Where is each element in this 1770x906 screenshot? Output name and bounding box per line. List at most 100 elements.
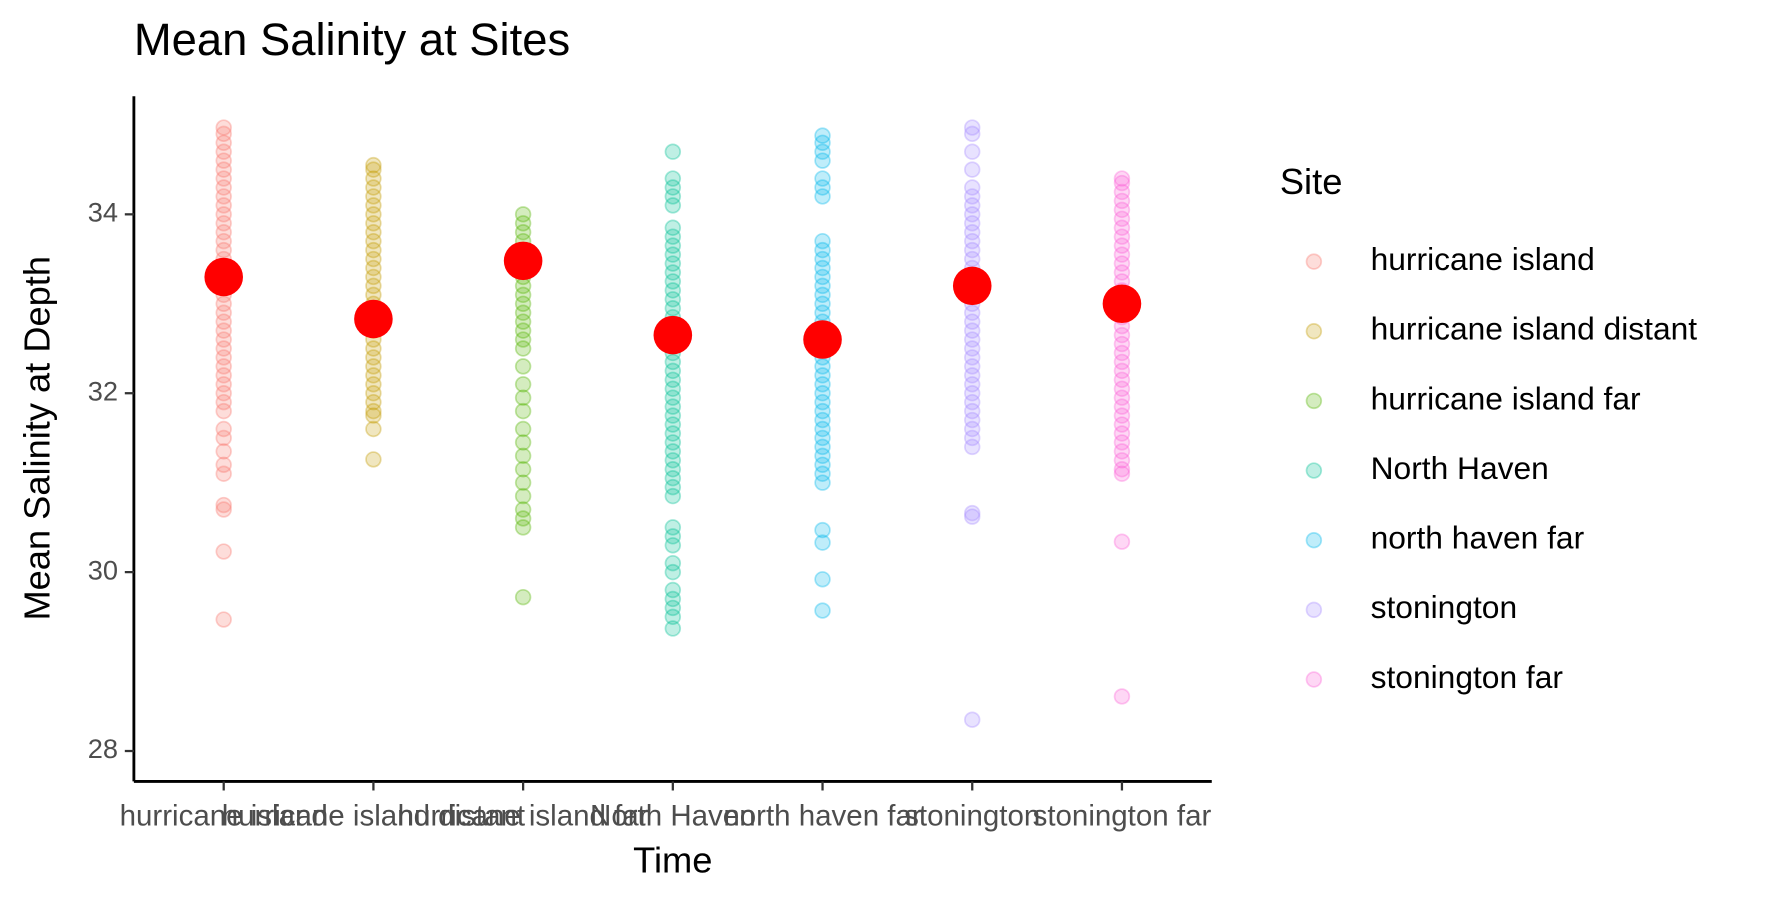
data-point: [365, 161, 382, 178]
data-point: [964, 206, 981, 223]
mean-point: [653, 315, 693, 355]
data-point: [514, 331, 532, 348]
data-point: [1113, 425, 1131, 442]
data-point: [664, 237, 682, 254]
data-point: [215, 501, 232, 518]
data-point: [664, 620, 682, 637]
data-point: [365, 277, 382, 295]
data-point: [814, 420, 831, 438]
data-point: [814, 286, 831, 304]
data-point: [964, 411, 981, 429]
data-point: [664, 478, 682, 496]
data-point: [964, 179, 981, 196]
x-axis-title: Time: [633, 840, 712, 881]
data-point: [514, 588, 532, 606]
data-point: [1113, 201, 1131, 219]
mean-point: [803, 320, 842, 359]
data-point: [664, 188, 682, 205]
data-point: [964, 508, 981, 525]
data-point: [664, 528, 682, 545]
data-point: [814, 447, 831, 465]
data-point: [664, 389, 682, 406]
x-tick-label: hurricane island far: [398, 799, 649, 832]
data-point: [514, 402, 532, 420]
data-point: [215, 358, 232, 375]
data-point: [514, 215, 532, 232]
data-point: [664, 380, 682, 397]
data-point: [514, 206, 532, 223]
x-tick-label: North Haven: [590, 799, 756, 832]
legend-label: stonington: [1371, 589, 1518, 625]
data-point: [664, 425, 682, 442]
data-point: [215, 496, 232, 514]
data-point: [365, 206, 382, 223]
data-point: [1113, 416, 1131, 433]
data-point: [664, 469, 682, 487]
data-point: [1113, 335, 1131, 353]
data-point: [215, 197, 232, 214]
data-point: [215, 367, 232, 384]
data-point: [514, 389, 532, 406]
data-point: [814, 411, 831, 429]
data-point: [365, 349, 382, 366]
data-point: [814, 127, 831, 144]
data-point: [964, 215, 981, 232]
data-point: [514, 447, 532, 465]
legend-swatch: [1305, 671, 1323, 688]
data-point: [1113, 533, 1131, 550]
legend-swatch: [1305, 462, 1323, 479]
data-point: [365, 385, 382, 402]
data-point: [964, 420, 981, 438]
data-point: [964, 197, 981, 214]
data-point: [964, 438, 981, 456]
x-tick-label: north haven far: [723, 799, 922, 832]
data-point: [215, 304, 232, 321]
data-point: [964, 304, 981, 321]
data-point: [365, 420, 382, 438]
data-point: [964, 402, 981, 420]
data-point: [814, 376, 831, 393]
data-point: [215, 295, 232, 312]
data-point: [1113, 452, 1131, 469]
data-point: [964, 322, 981, 339]
data-point: [365, 451, 382, 468]
data-point: [215, 241, 232, 259]
data-point: [664, 563, 682, 581]
data-point: [664, 353, 682, 371]
data-point: [215, 143, 232, 160]
data-point: [814, 402, 831, 420]
y-axis-title: Mean Salinity at Depth: [16, 256, 57, 621]
data-point: [964, 349, 981, 366]
data-point: [215, 543, 232, 560]
legend-title: Site: [1280, 161, 1343, 202]
data-point: [1113, 326, 1131, 344]
data-point: [215, 429, 232, 447]
data-point: [365, 250, 382, 268]
data-point: [1113, 407, 1131, 424]
data-point: [215, 385, 232, 402]
data-point: [964, 161, 981, 178]
data-point: [664, 461, 682, 478]
data-point: [964, 504, 981, 522]
data-point: [514, 474, 532, 491]
data-point: [814, 385, 831, 402]
data-point: [1113, 219, 1131, 236]
data-point: [964, 125, 981, 143]
data-point: [664, 282, 682, 299]
data-point: [664, 554, 682, 572]
data-point: [814, 170, 831, 187]
data-point: [215, 456, 232, 473]
data-point: [664, 581, 682, 599]
data-point: [664, 519, 682, 536]
legend-swatch: [1305, 531, 1323, 549]
data-point: [664, 264, 682, 281]
data-point: [365, 340, 382, 357]
data-point: [365, 170, 382, 187]
y-tick-label: 32: [88, 375, 118, 406]
data-point: [514, 313, 532, 330]
y-tick-label: 34: [88, 197, 118, 228]
data-point: [1113, 434, 1131, 451]
data-point: [215, 170, 232, 187]
